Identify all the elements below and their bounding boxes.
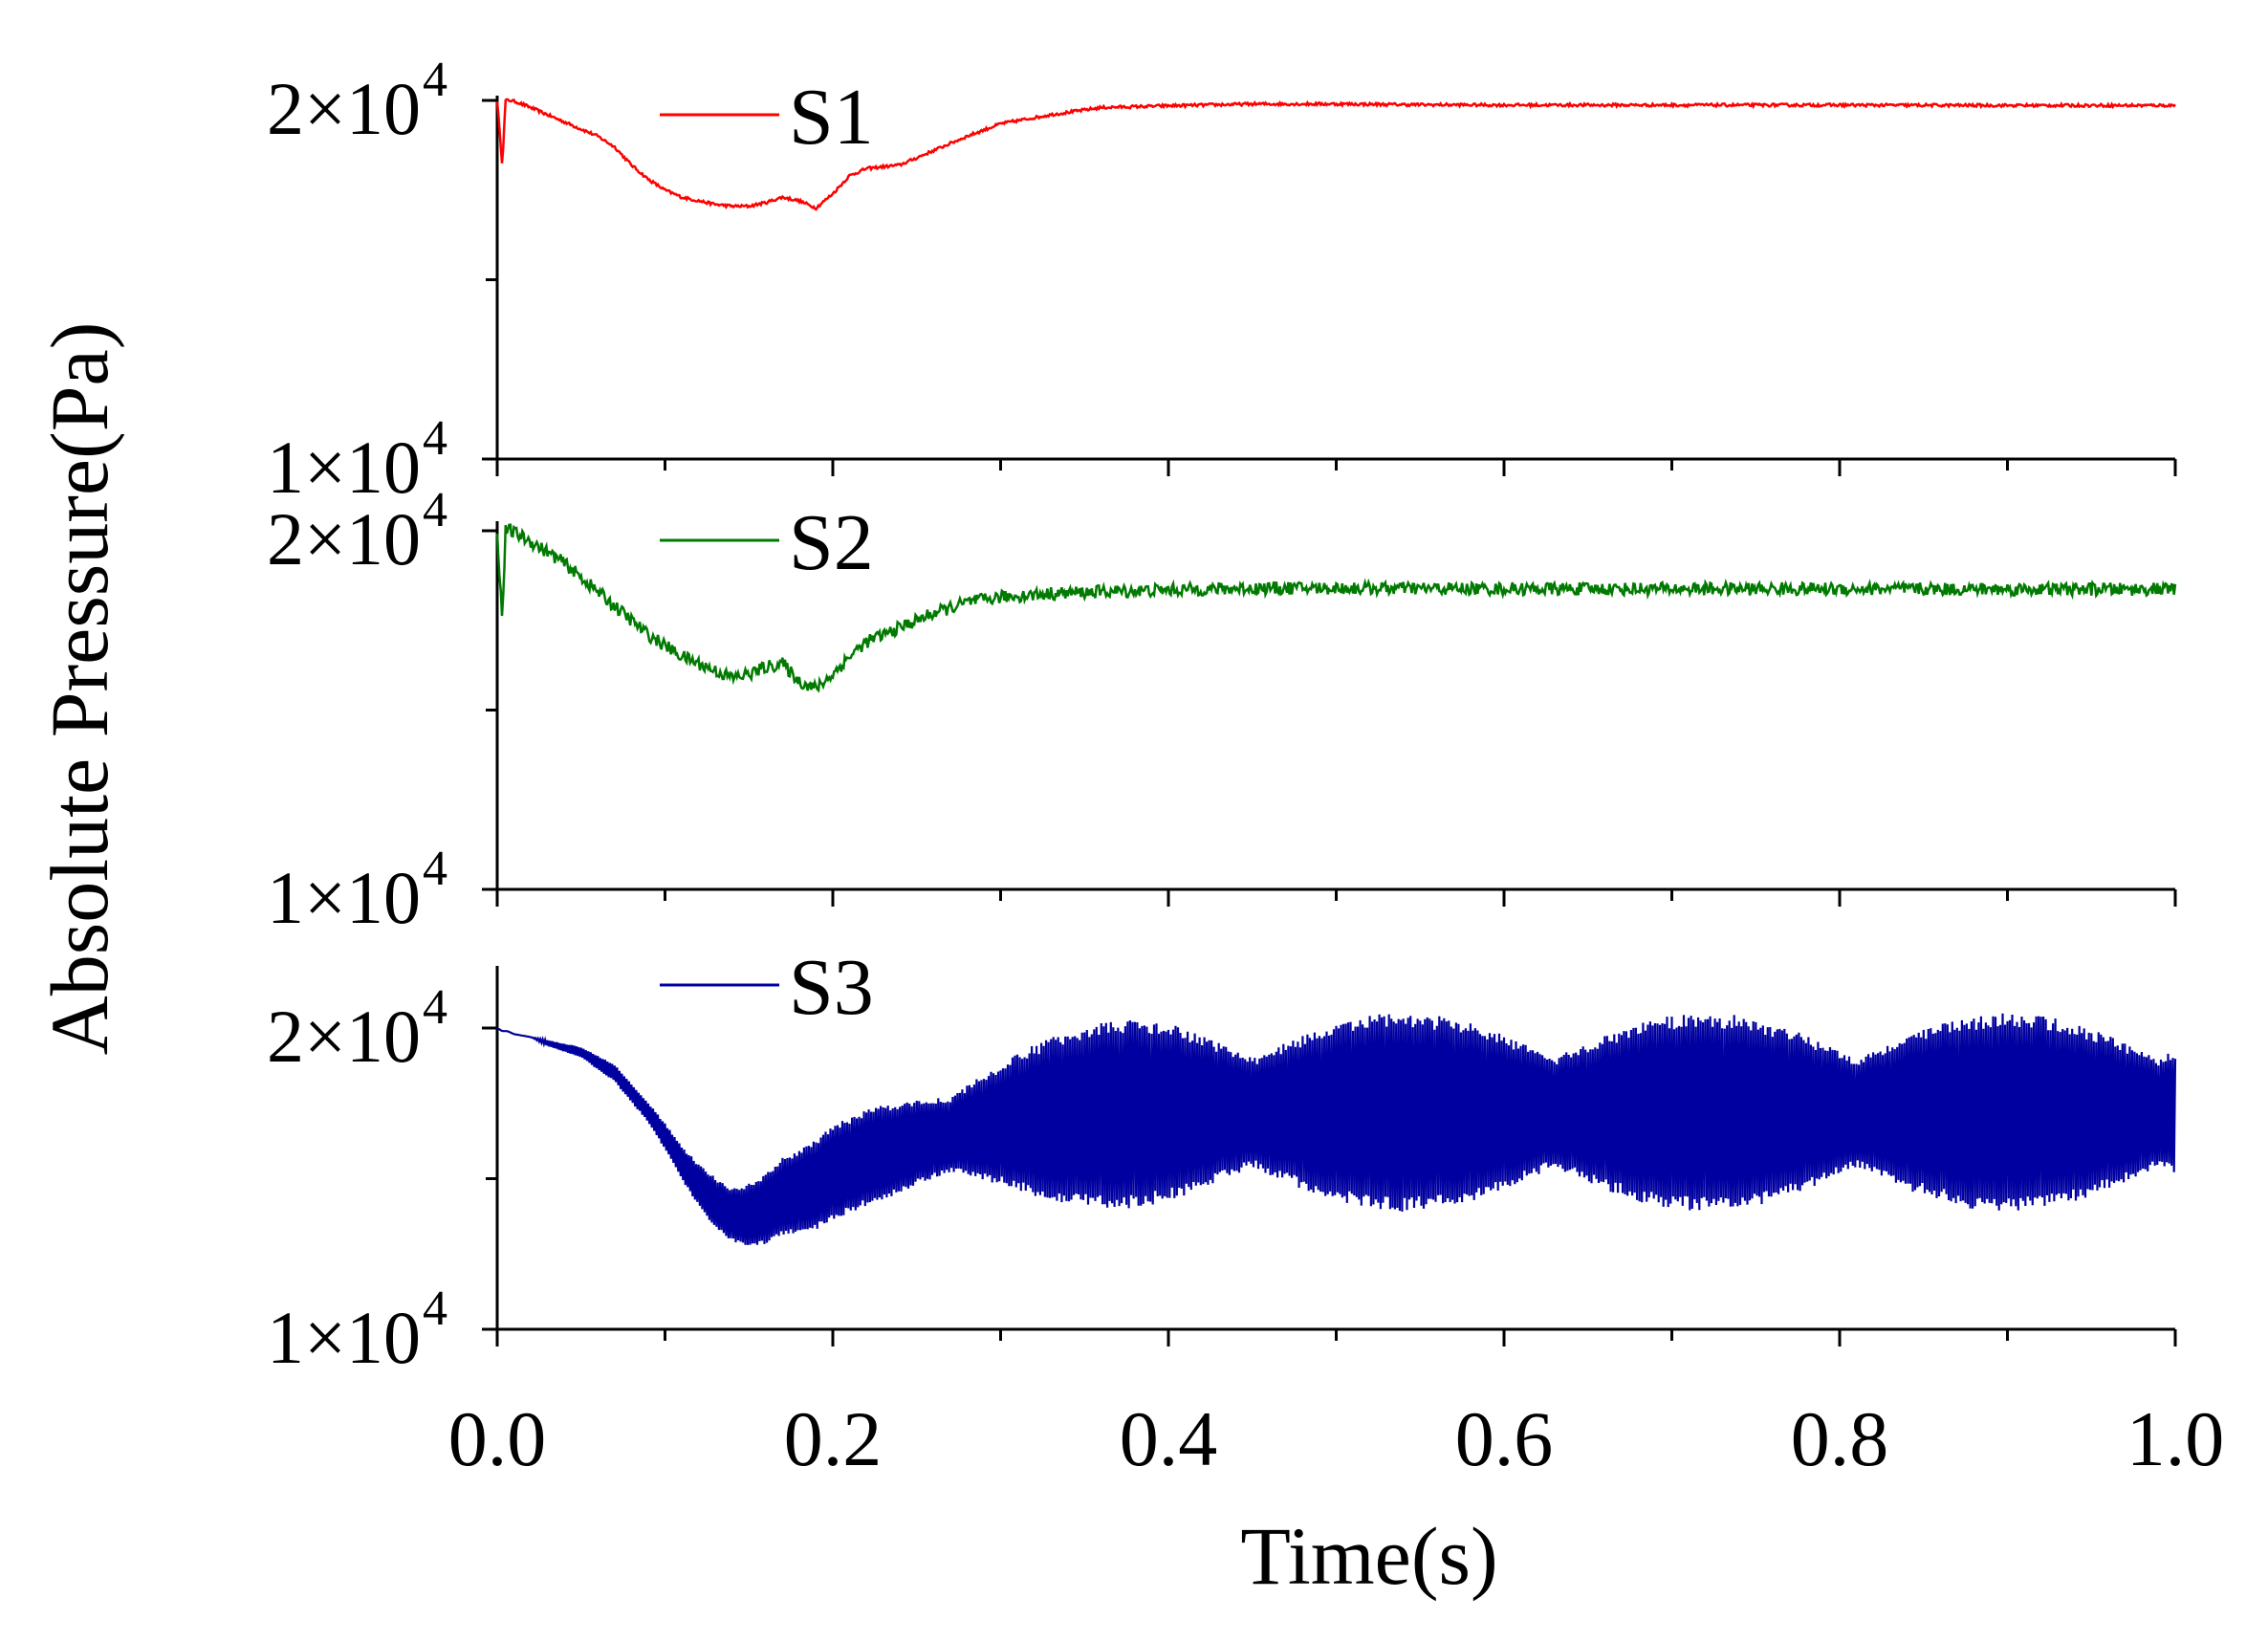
legend-s2-label: S2 [789, 498, 874, 587]
x-tick-label: 1.0 [2126, 1395, 2225, 1482]
y-tick-exponent: 4 [423, 53, 447, 107]
y-tick-label: 1×10 [267, 426, 421, 509]
x-tick-label: 0.6 [1455, 1395, 1554, 1482]
x-tick-label: 0.0 [448, 1395, 547, 1482]
panel-1: 1×10 42×10 4 S1 [267, 53, 2177, 509]
x-tick-label: 0.4 [1120, 1395, 1218, 1482]
series-s3-line [496, 1013, 2177, 1245]
x-tick-labels: 0.0 0.2 0.4 0.6 0.8 1.0 [448, 1395, 2225, 1482]
panel-2: 1×10 42×10 4 S2 [267, 483, 2177, 939]
y-tick-label: 1×10 [267, 1296, 421, 1379]
y-tick-label: 2×10 [267, 995, 421, 1078]
series-s2-line [495, 523, 2177, 693]
panel-3: 1×10 42×10 4 S3 [267, 943, 2177, 1379]
y-axis-label: Absolute Pressure(Pa) [33, 322, 125, 1056]
y-tick-label: 1×10 [267, 856, 421, 939]
y-tick-exponent: 4 [423, 411, 447, 466]
y-tick-label: 2×10 [267, 67, 421, 150]
legend-s3-label: S3 [789, 943, 874, 1032]
y-tick-exponent: 4 [423, 842, 447, 896]
y-tick-exponent: 4 [423, 483, 447, 537]
y-tick-exponent: 4 [423, 980, 447, 1035]
panels: 1×10 42×10 4 S11×10 42×10 4 S21×10 42×10 4 S3 [267, 53, 2177, 1379]
x-axis-label: Time(s) [1240, 1510, 1497, 1602]
series-s1-line [495, 98, 2176, 211]
y-tick-label: 2×10 [267, 497, 421, 580]
x-tick-label: 0.8 [1791, 1395, 1889, 1482]
y-tick-exponent: 4 [423, 1281, 447, 1336]
x-tick-label: 0.2 [784, 1395, 883, 1482]
legend-s1-label: S1 [789, 73, 874, 162]
